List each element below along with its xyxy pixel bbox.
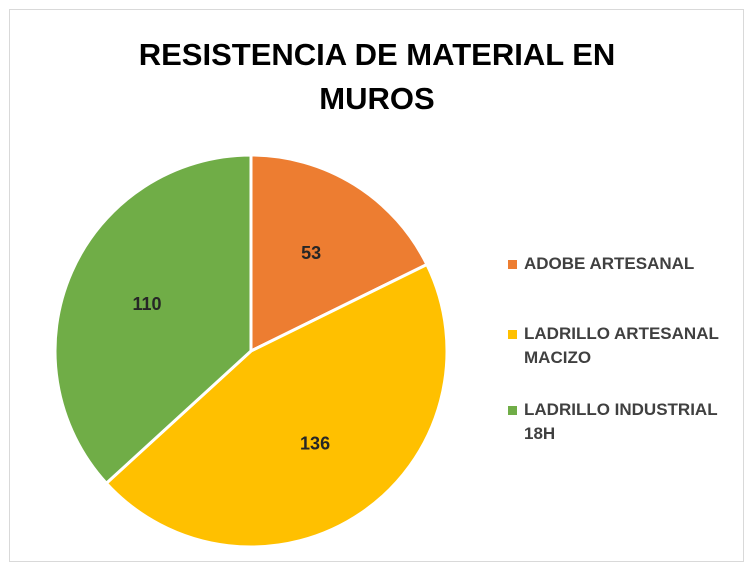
data-label: 110 [132, 294, 161, 314]
data-label: 136 [300, 434, 330, 454]
legend-item: LADRILLO INDUSTRIAL 18H [508, 398, 748, 446]
legend-item: LADRILLO ARTESANAL MACIZO [508, 322, 748, 370]
pie-slice [104, 262, 449, 549]
legend-label: LADRILLO ARTESANAL MACIZO [524, 324, 719, 367]
legend-swatch [508, 260, 517, 269]
legend-label: ADOBE ARTESANAL [524, 254, 695, 273]
legend-swatch [508, 406, 517, 415]
legend-swatch [508, 330, 517, 339]
chart-title: RESISTENCIA DE MATERIAL EN MUROS [138, 37, 616, 116]
legend-label: LADRILLO INDUSTRIAL 18H [524, 400, 718, 443]
chart-border [9, 9, 744, 562]
pie-slice [249, 153, 429, 354]
legend-item: ADOBE ARTESANAL [508, 252, 748, 276]
data-label: 53 [301, 243, 321, 263]
pie-slice [53, 153, 253, 486]
